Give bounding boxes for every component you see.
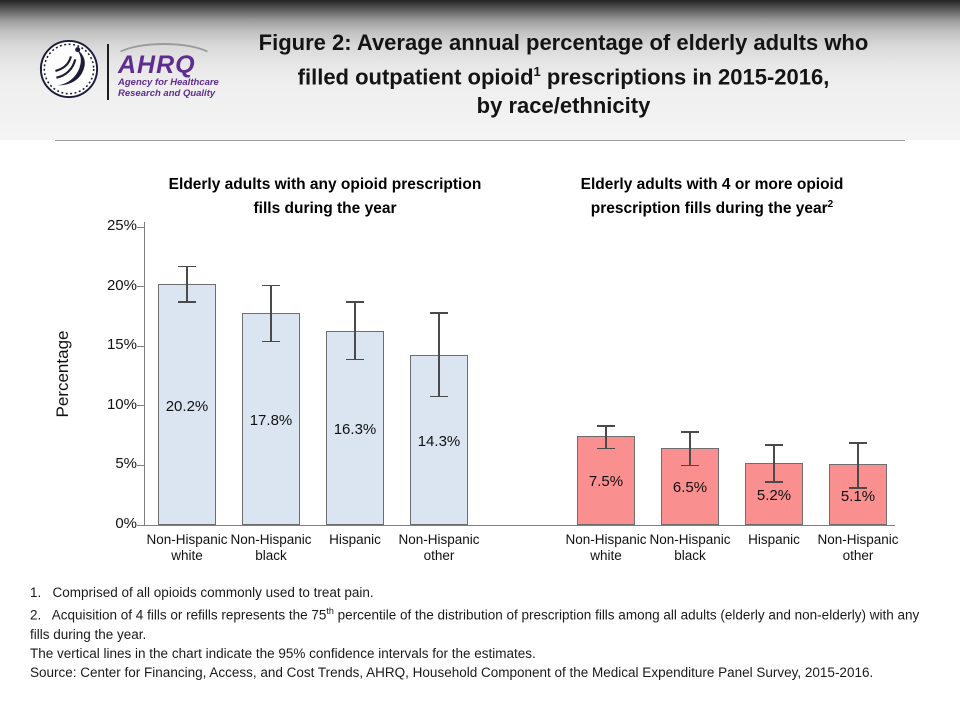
error-bar-line	[857, 442, 859, 489]
left-chart-title-line2-text: fills during the year	[253, 200, 397, 218]
error-bar-cap	[430, 395, 448, 398]
figure-title-line3-text: by race/ethnicity	[476, 93, 651, 119]
figure-title-line3: by race/ethnicity	[185, 91, 942, 120]
right-chart-title-footnote-ref: 2	[827, 199, 834, 210]
error-bar-cap	[178, 301, 196, 303]
error-bar-line	[773, 445, 775, 483]
error-bar-line	[354, 302, 356, 360]
error-bar-cap	[849, 487, 867, 489]
x-axis-label: Non-Hispanic white	[146, 532, 228, 563]
y-tick-label: 10%	[106, 395, 137, 413]
figure-title-footnote-ref: 1	[533, 64, 541, 79]
bar	[242, 312, 300, 525]
right-chart-title-line2: prescription fills during the year2	[512, 195, 912, 219]
y-tick-mark	[137, 286, 145, 288]
y-tick-label: 25%	[106, 217, 137, 234]
bar-value-label: 17.8%	[249, 411, 293, 429]
error-bar-line	[689, 432, 691, 466]
footnote-ci: The vertical lines in the chart indicate…	[30, 645, 536, 661]
figure-title: Figure 2: Average annual percentage of e…	[185, 28, 942, 120]
error-bar-line	[186, 266, 188, 303]
footnote-2-sup: th	[326, 606, 334, 616]
figure-title-line2-pre: filled outpatient opioid	[297, 64, 534, 90]
error-bar-cap	[262, 284, 280, 287]
x-axis-label: Non-Hispanic other	[398, 532, 480, 563]
right-chart-title-line1: Elderly adults with 4 or more opioid	[580, 176, 844, 193]
error-bar-cap	[849, 442, 867, 444]
error-bar-cap	[430, 312, 448, 314]
y-tick-label: 15%	[106, 336, 137, 354]
hhs-eagle-logo-icon	[38, 38, 100, 105]
bar-value-label: 16.3%	[333, 420, 377, 438]
error-bar-line	[270, 285, 272, 342]
x-axis-line	[144, 524, 895, 526]
right-chart-title: Elderly adults with 4 or more opioid pre…	[512, 175, 912, 219]
bar-value-label: 14.3%	[417, 432, 461, 450]
y-tick-mark	[137, 226, 145, 228]
ahrq-agency-name-line2: Research and Quality	[118, 87, 216, 99]
figure-title-line2-post: prescriptions in 2015-2016,	[540, 64, 830, 90]
bar-value-label: 5.1%	[840, 487, 876, 505]
bar-value-label: 6.5%	[672, 479, 708, 497]
error-bar-line	[438, 312, 440, 397]
left-chart-title-line2: fills during the year	[125, 195, 525, 219]
ahrq-logo: AHRQ Agency for Healthcare Research and …	[112, 42, 219, 99]
x-axis-label: Non-Hispanic white	[565, 532, 647, 563]
logo-separator	[107, 43, 109, 100]
x-axis-label: Hispanic	[748, 532, 800, 547]
error-bar-cap	[597, 425, 615, 427]
right-chart-title-line2-text: prescription fills during the year	[590, 200, 828, 218]
ahrq-logo-arc-icon	[112, 42, 216, 77]
error-bar-cap	[681, 431, 699, 433]
footnotes: 1. Comprised of all opioids commonly use…	[30, 583, 938, 682]
y-tick-mark	[137, 405, 145, 407]
y-tick-label: 5%	[115, 455, 137, 473]
figure-title-line2: filled outpatient opioid1 prescriptions …	[185, 57, 942, 91]
x-axis-label: Non-Hispanic other	[817, 532, 899, 563]
error-bar-cap	[765, 444, 783, 446]
bar	[577, 435, 635, 525]
error-bar-cap	[765, 481, 783, 483]
figure-title-line1-text: Figure 2: Average annual percentage of e…	[258, 30, 869, 55]
y-tick-label: 0%	[115, 515, 137, 532]
y-tick-mark	[137, 464, 145, 466]
error-bar-cap	[346, 301, 364, 303]
footnote-source: Source: Center for Financing, Access, an…	[30, 664, 874, 680]
ahrq-agency-name-line1: Agency for Healthcare	[118, 76, 219, 88]
left-chart-title: Elderly adults with any opioid prescript…	[125, 175, 525, 219]
logo-group: AHRQ Agency for Healthcare Research and …	[38, 38, 219, 105]
y-tick-label: 20%	[106, 276, 137, 294]
header: AHRQ Agency for Healthcare Research and …	[0, 0, 960, 140]
error-bar-cap	[262, 340, 280, 343]
bar-value-label: 5.2%	[756, 487, 792, 505]
y-tick-mark	[137, 345, 145, 347]
y-tick-mark	[137, 524, 145, 526]
y-axis-title: Percentage	[53, 330, 72, 418]
footnote-2-post: percentile of the distribution of prescr…	[30, 607, 923, 642]
bar	[326, 330, 384, 525]
error-bar-cap	[597, 447, 615, 450]
x-axis-label: Non-Hispanic black	[649, 532, 731, 563]
header-divider	[55, 140, 905, 141]
x-axis-label: Hispanic	[329, 532, 381, 547]
figure-title-line1: Figure 2: Average annual percentage of e…	[185, 28, 942, 57]
footnote-1: 1. Comprised of all opioids commonly use…	[30, 585, 374, 600]
error-bar-cap	[681, 464, 699, 467]
footnote-2: 2. Acquisition of 4 fills or refills rep…	[30, 602, 938, 644]
error-bar-line	[605, 426, 607, 449]
x-axis-label: Non-Hispanic black	[230, 532, 312, 563]
bar	[158, 284, 216, 525]
error-bar-cap	[346, 358, 364, 361]
left-chart-title-line1: Elderly adults with any opioid prescript…	[168, 176, 482, 193]
bar-value-label: 20.2%	[165, 397, 209, 415]
bar-value-label: 7.5%	[588, 473, 624, 491]
footnote-2-pre: 2. Acquisition of 4 fills or refills rep…	[30, 607, 327, 623]
plot-area: 0% 5% 10% 15% 20% 25% 20.2% Non-Hispanic white 1…	[107, 217, 899, 563]
error-bar-cap	[178, 265, 196, 268]
y-axis-line	[144, 222, 145, 526]
